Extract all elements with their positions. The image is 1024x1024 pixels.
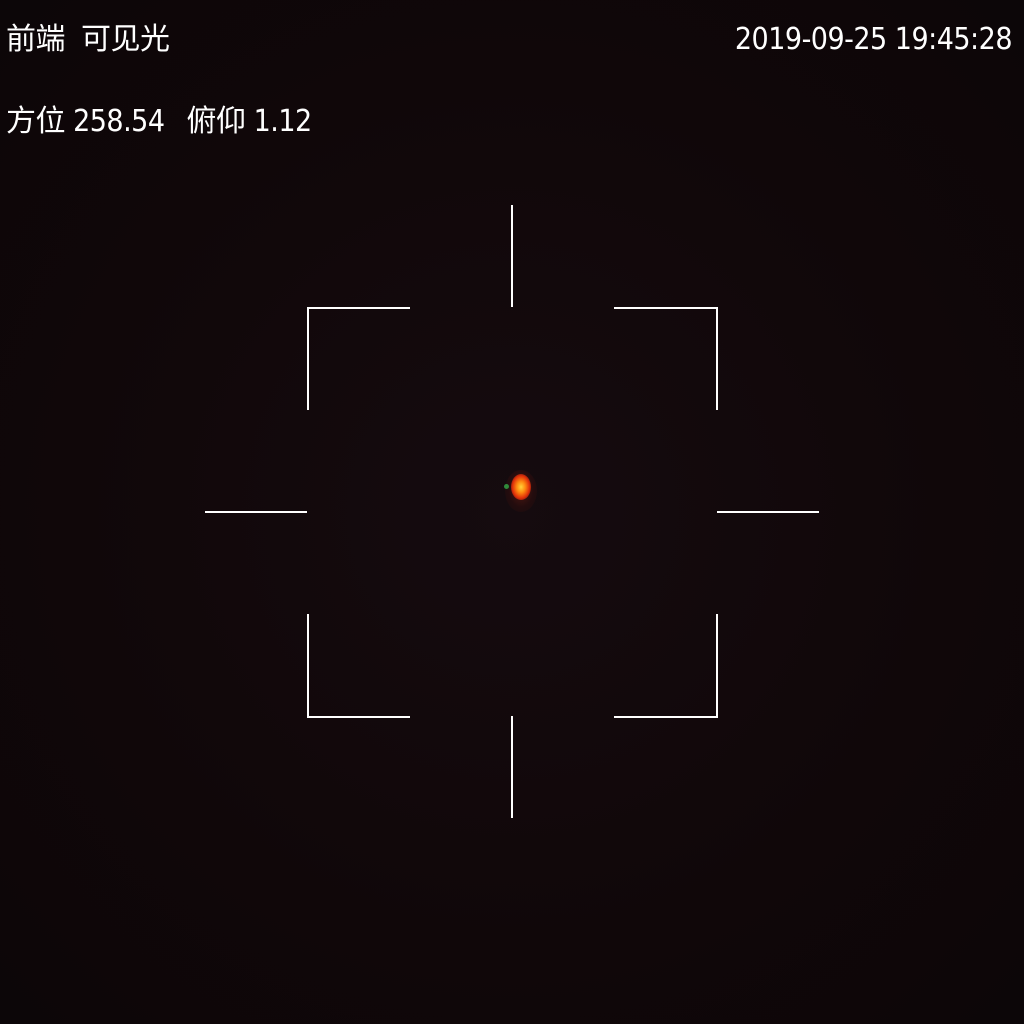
osd-mode-text: 可见光 [81,22,170,57]
reticle-corner-top-left-h [307,307,410,309]
reticle-corner-bottom-left-h [307,716,410,718]
reticle-corner-bottom-right-v [716,614,718,718]
reticle-corner-bottom-right-h [614,716,718,718]
bright-target-spot-icon [511,474,531,500]
azimuth-label: 方位 [6,104,66,139]
osd-camera-label: 前端 可见光 [6,22,170,58]
reticle-corner-top-left-v [307,307,309,410]
green-speck [504,484,509,489]
osd-pointing-readout: 方位 258.54 俯仰 1.12 [6,104,312,140]
reticle-right-tick [717,511,819,513]
reticle-left-tick [205,511,307,513]
osd-source-text: 前端 [6,22,66,57]
reticle-corner-top-right-h [614,307,718,309]
elevation-value: 1.12 [253,104,313,139]
reticle-top-tick [511,205,513,307]
reticle-corner-top-right-v [716,307,718,410]
azimuth-value: 258.54 [73,104,165,139]
reticle-bottom-tick [511,716,513,818]
reticle-corner-bottom-left-v [307,614,309,718]
elevation-label: 俯仰 [186,104,247,139]
osd-timestamp: 2019-09-25 19:45:28 [734,22,1013,57]
